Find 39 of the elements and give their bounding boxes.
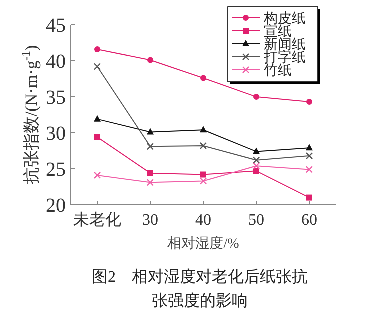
point bbox=[147, 128, 154, 135]
legend-label: 竹纸 bbox=[264, 63, 292, 79]
point bbox=[252, 162, 260, 170]
y-tick-label: 35 bbox=[46, 87, 66, 109]
point bbox=[254, 94, 260, 100]
point bbox=[306, 144, 313, 151]
y-tick-label: 45 bbox=[46, 15, 66, 37]
x-tick-label: 60 bbox=[302, 212, 318, 229]
point bbox=[148, 57, 154, 64]
point bbox=[94, 63, 102, 70]
point bbox=[200, 172, 206, 178]
point bbox=[94, 46, 100, 52]
point bbox=[200, 75, 206, 82]
point bbox=[146, 143, 154, 150]
point bbox=[306, 99, 312, 106]
x-tick-label: 50 bbox=[248, 212, 264, 229]
y-tick-label: 40 bbox=[46, 51, 66, 73]
point bbox=[200, 178, 208, 185]
point bbox=[252, 156, 260, 164]
point bbox=[200, 126, 207, 133]
x-tick-label: 30 bbox=[142, 212, 158, 229]
point bbox=[200, 142, 208, 150]
point bbox=[94, 172, 102, 180]
point bbox=[148, 170, 154, 176]
point bbox=[306, 152, 314, 160]
point bbox=[253, 148, 260, 154]
y-tick-label: 20 bbox=[46, 195, 66, 217]
y-tick-label: 25 bbox=[46, 159, 66, 181]
x-tick-label: 未老化 bbox=[74, 211, 122, 229]
caption: 图2 相对湿度对老化后纸张抗张强度的影响 bbox=[91, 268, 309, 312]
point bbox=[94, 115, 101, 122]
point bbox=[306, 194, 312, 201]
point bbox=[254, 168, 260, 174]
x-axis-title: 相对湿度/% bbox=[168, 236, 240, 252]
x-tick-label: 40 bbox=[196, 212, 212, 229]
point bbox=[94, 134, 100, 140]
y-tick-label: 30 bbox=[46, 123, 66, 145]
point bbox=[146, 179, 154, 186]
point bbox=[306, 166, 314, 174]
